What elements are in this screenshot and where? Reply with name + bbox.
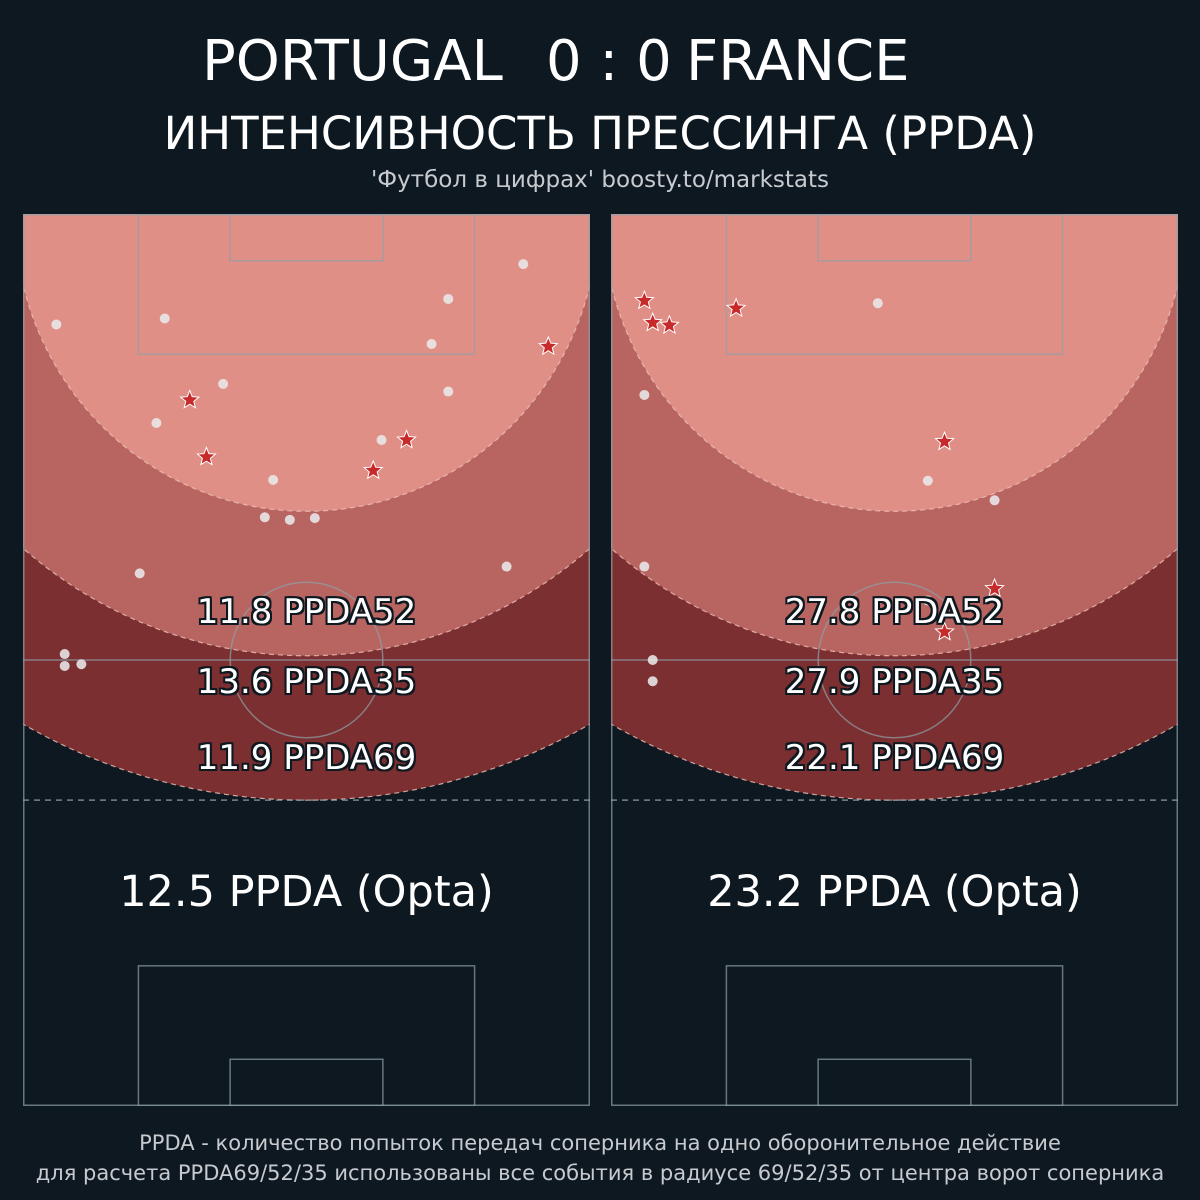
pass-dot	[376, 434, 387, 445]
defensive-action-star	[362, 459, 384, 480]
pass-dot	[134, 568, 145, 579]
defensive-action-star	[984, 577, 1005, 598]
match-score: 0 : 0	[546, 29, 672, 94]
pitch-svg-france	[611, 214, 1178, 1106]
defensive-action-star	[725, 297, 747, 318]
chart-title: ИНТЕНСИВНОСТЬ ПРЕССИНГА (PPDA)	[163, 107, 1037, 160]
six-yard-box-top	[229, 214, 384, 262]
pass-dot	[639, 389, 650, 400]
home-team-name: PORTUGAL	[202, 29, 503, 94]
defensive-action-star	[934, 621, 955, 641]
pass-dot	[51, 319, 62, 330]
label-ppda52: 27.8 PPDA52	[784, 592, 1005, 632]
pitch-svg-portugal	[23, 214, 590, 1106]
pass-dot	[59, 660, 70, 671]
pass-dot	[501, 561, 512, 572]
zone-35	[23, 214, 590, 512]
pass-dot	[639, 561, 650, 572]
label-ppda69: 11.9 PPDA69	[196, 738, 417, 778]
ppda-opta-value: 23.2 PPDA (Opta)	[707, 867, 1082, 917]
defensive-action-star	[659, 314, 680, 335]
pass-dot	[76, 659, 87, 670]
defensive-action-star	[634, 289, 655, 310]
pass-dot	[872, 298, 883, 309]
pitch-portugal: 13.6 PPDA35 11.8 PPDA52 11.9 PPDA69 12.5…	[23, 214, 590, 1106]
ppda-opta-value: 12.5 PPDA (Opta)	[119, 867, 494, 917]
pass-dot	[59, 649, 70, 660]
pass-dot	[284, 514, 295, 525]
footnote-method: для расчета PPDA69/52/35 использованы вс…	[35, 1161, 1165, 1185]
six-yard-box-top	[817, 214, 972, 262]
defensive-action-star	[396, 429, 417, 449]
pass-dot	[151, 417, 162, 428]
pass-dot	[922, 475, 933, 486]
pass-dot	[922, 595, 933, 606]
zone-35	[611, 214, 1178, 512]
pass-dot	[518, 259, 529, 270]
pass-dot	[647, 676, 658, 687]
label-ppda69: 22.1 PPDA69	[784, 738, 1005, 778]
penalty-box-top	[137, 214, 476, 355]
pass-dot	[426, 338, 437, 349]
away-team-name: FRANCE	[686, 29, 910, 94]
centre-circle	[229, 581, 384, 739]
pass-dot	[218, 378, 229, 389]
defensive-action-star	[934, 430, 955, 451]
match-title: PORTUGAL 0 : 0 FRANCE	[0, 24, 1200, 100]
pass-dot	[268, 474, 279, 485]
pass-dot	[647, 655, 658, 665]
centre-circle	[817, 581, 972, 739]
pass-dot	[259, 512, 270, 523]
penalty-box-top	[725, 214, 1064, 355]
footnote-definition: PPDA - количество попыток передач соперн…	[139, 1131, 1061, 1155]
pass-dot	[989, 495, 1000, 506]
label-ppda35: 13.6 PPDA35	[196, 662, 417, 702]
label-ppda35: 27.9 PPDA35	[784, 662, 1005, 702]
defensive-action-star	[642, 311, 663, 332]
label-ppda52: 11.8 PPDA52	[196, 592, 417, 632]
defensive-action-star	[538, 335, 559, 356]
defensive-action-star	[179, 389, 201, 409]
credit-link[interactable]: 'Футбол в цифрах' boosty.to/markstats	[370, 167, 830, 193]
pass-dot	[309, 513, 320, 524]
pass-dot	[159, 313, 170, 324]
pitch-france: 27.9 PPDA35 27.8 PPDA52 22.1 PPDA69 23.2…	[611, 214, 1178, 1106]
defensive-action-star	[196, 446, 217, 466]
pass-dot	[443, 293, 454, 304]
pass-dot	[443, 386, 454, 397]
